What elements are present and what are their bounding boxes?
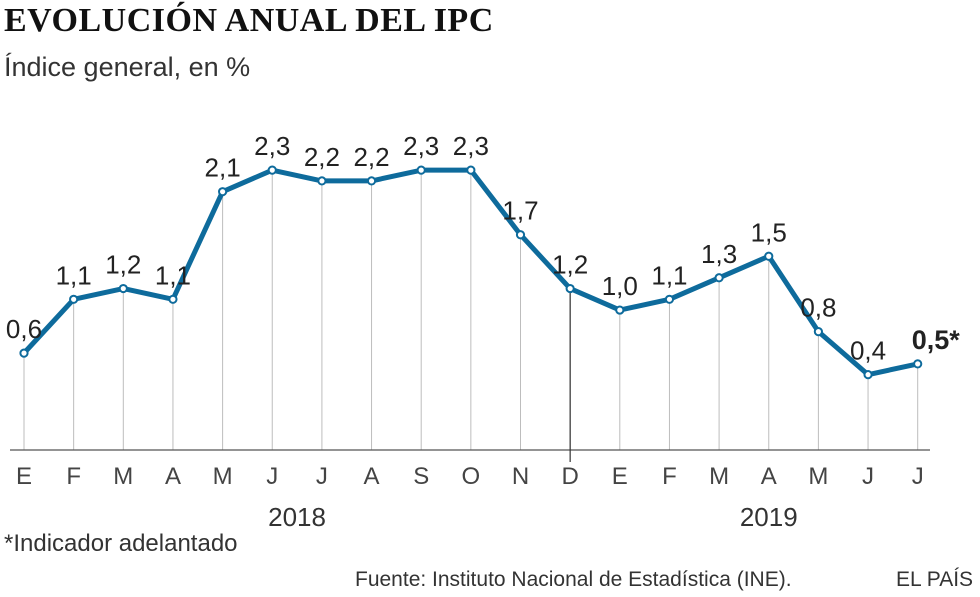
data-point: [69, 294, 79, 304]
month-tick-label: F: [66, 463, 81, 490]
month-tick-label: N: [512, 463, 529, 490]
month-tick-label: S: [413, 463, 429, 490]
value-label: 0,6: [6, 314, 42, 344]
data-point: [168, 294, 178, 304]
data-point: [913, 359, 923, 369]
brand-label: EL PAÍS: [896, 568, 974, 591]
value-label: 0,4: [850, 336, 886, 366]
month-tick-label: O: [462, 463, 481, 490]
data-points: [19, 165, 923, 380]
month-tick-label: J: [912, 463, 924, 490]
year-labels: 2018 2019: [268, 502, 798, 532]
data-point: [19, 348, 29, 358]
data-point: [366, 176, 377, 186]
value-labels: 0,6 1,1 1,2 1,1 2,1 2,3 2,2 2,2 2,3 2,3 1,7 1,2 1,0 1…: [6, 131, 960, 366]
value-label: 1,0: [602, 271, 638, 301]
chart-title: EVOLUCIÓN ANUAL DEL IPC: [4, 2, 494, 39]
month-tick-label: M: [113, 463, 133, 490]
data-point: [813, 327, 824, 337]
value-label: 1,1: [56, 260, 92, 290]
data-point: [317, 176, 327, 186]
month-tick-label: E: [612, 463, 628, 490]
month-tick-label: A: [364, 463, 380, 490]
data-point: [118, 283, 128, 294]
value-label: 1,5: [751, 217, 787, 247]
footnote: *Indicador adelantado: [4, 530, 238, 557]
data-point: [664, 294, 675, 304]
value-label: 2,3: [254, 131, 290, 161]
value-label: 1,1: [155, 260, 191, 290]
value-label: 1,3: [701, 239, 737, 269]
data-point: [565, 283, 575, 294]
value-label: 2,3: [453, 131, 489, 161]
month-tick-label: F: [662, 463, 677, 490]
month-tick-label: A: [165, 463, 181, 490]
source-note: Fuente: Instituto Nacional de Estadístic…: [355, 568, 792, 591]
month-tick-label: A: [761, 463, 777, 490]
data-point: [466, 165, 476, 175]
value-label: 1,2: [105, 250, 141, 280]
value-label: 1,1: [651, 260, 687, 290]
month-tick-label: J: [316, 463, 328, 490]
value-label: 1,7: [502, 196, 538, 226]
value-label: 0,8: [800, 293, 836, 323]
value-label: 2,2: [353, 142, 389, 172]
data-point: [615, 305, 625, 315]
gridlines: [23, 170, 919, 450]
month-tick-label: M: [808, 463, 828, 490]
value-label: 2,1: [205, 153, 241, 183]
data-point: [863, 370, 873, 380]
data-point: [218, 187, 228, 197]
chart-subtitle: Índice general, en %: [4, 52, 251, 82]
year-label: 2018: [268, 502, 326, 532]
year-label: 2019: [740, 502, 798, 532]
value-label: 0,5*: [912, 325, 961, 355]
data-point: [714, 273, 724, 283]
data-point: [515, 230, 526, 240]
month-tick-label: D: [561, 463, 578, 490]
month-tick-label: J: [862, 463, 874, 490]
value-label: 2,3: [403, 131, 439, 161]
month-tick-label: J: [266, 463, 278, 490]
month-tick-label: M: [213, 463, 233, 490]
value-label: 2,2: [304, 142, 340, 172]
month-tick-label: M: [709, 463, 729, 490]
data-point: [267, 165, 277, 175]
data-point: [416, 165, 426, 175]
month-tick-label: E: [16, 463, 32, 490]
data-point: [764, 251, 774, 261]
value-label: 1,2: [552, 250, 588, 280]
